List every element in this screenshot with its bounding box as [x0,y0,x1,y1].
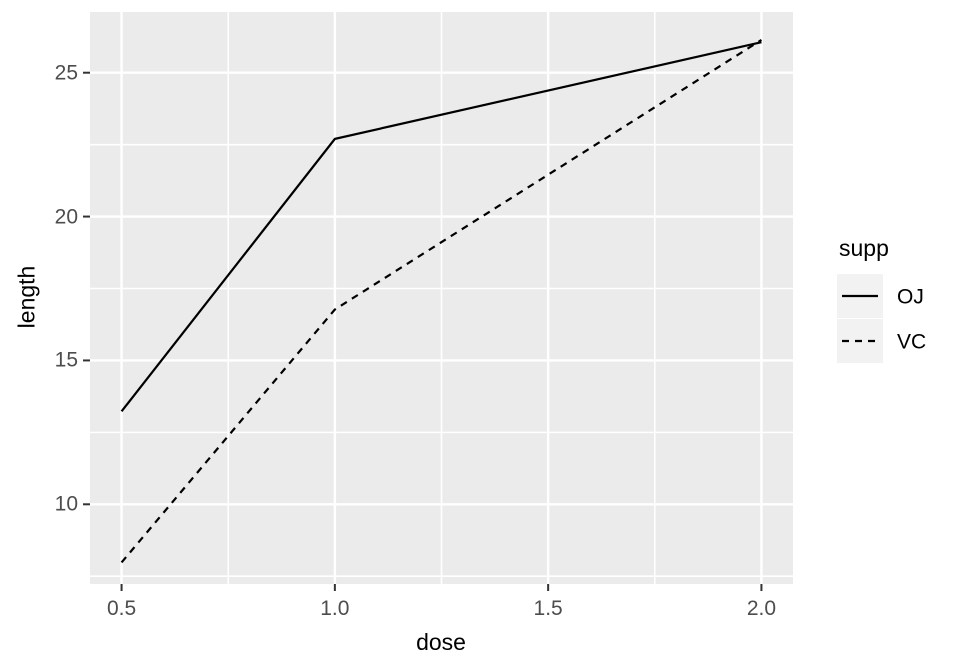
x-tick-label-1-0: 1.0 [320,597,350,620]
x-tick-label-0-5: 0.5 [106,597,137,620]
x-axis-title: dose [416,629,466,655]
legend-entry-label-vc: VC [897,330,927,354]
legend-key-line-solid-icon [842,294,878,298]
y-tick-label-10: 10 [54,492,78,516]
legend-entry-label-oj: OJ [897,285,924,309]
legend-key-oj [837,274,883,318]
series-line-oj [120,41,762,413]
y-tick-label-25: 25 [54,61,78,85]
series-line-vc [120,38,763,564]
x-tick-label-1-5: 1.5 [533,597,563,620]
legend-key-line-dashed-icon [842,339,878,343]
x-tick-label-2-0: 2.0 [746,597,777,620]
y-axis-title: length [13,265,40,329]
y-tick-label-15: 15 [54,348,78,372]
legend-key-vc [837,319,883,363]
legend-title: supp [839,235,889,261]
y-tick-label-20: 20 [54,205,78,229]
